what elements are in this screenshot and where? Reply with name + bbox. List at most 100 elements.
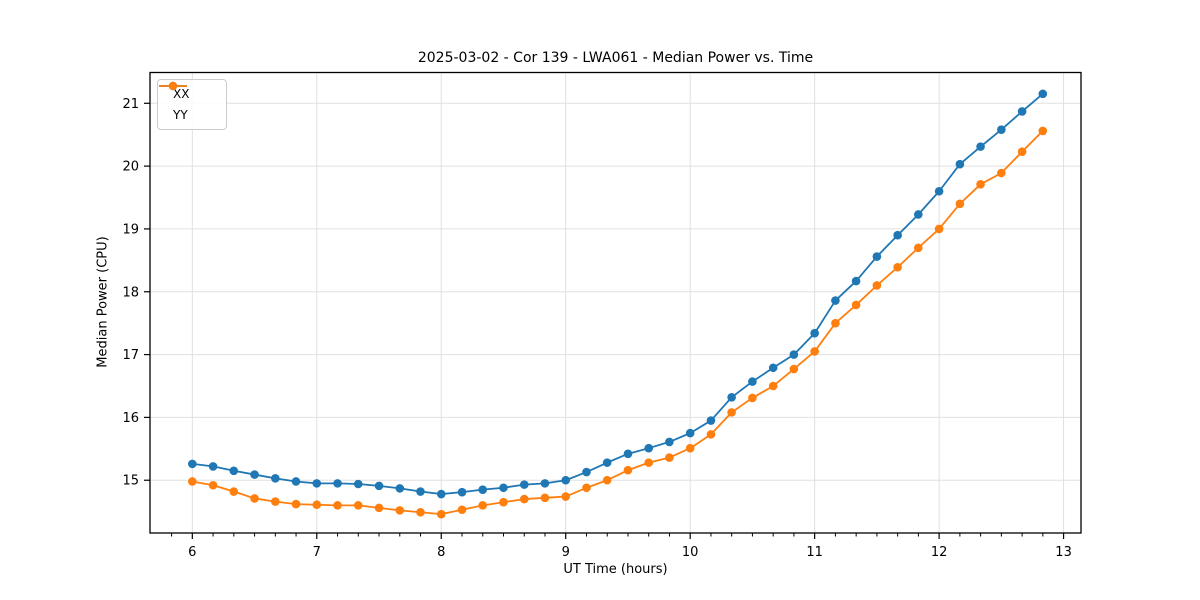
data-point-yy (623, 465, 633, 475)
y-tick-label: 20 (122, 160, 139, 175)
x-tick-label: 13 (1055, 545, 1072, 560)
data-point-xx (519, 480, 529, 489)
data-point-xx (312, 479, 322, 488)
data-point-yy (706, 430, 716, 439)
data-point-yy (519, 494, 529, 504)
data-point-yy (934, 224, 944, 234)
legend-entry-yy: YY (159, 81, 218, 124)
data-point-yy (997, 168, 1006, 178)
data-point-xx (395, 484, 405, 493)
data-point-xx (602, 458, 612, 467)
data-point-xx (623, 449, 633, 459)
data-point-yy (644, 458, 654, 467)
legend-line-sample-yy (159, 81, 187, 91)
data-point-xx (353, 479, 363, 489)
data-point-yy (208, 480, 218, 490)
y-tick-label: 16 (122, 411, 139, 426)
data-point-xx (727, 393, 736, 402)
data-point-xx (208, 462, 218, 471)
x-tick-label: 8 (437, 545, 445, 560)
y-tick-label: 21 (122, 97, 139, 112)
data-point-xx (250, 470, 259, 479)
y-tick-label: 17 (122, 348, 139, 363)
data-point-yy (561, 492, 571, 501)
data-point-xx (665, 437, 674, 447)
series-line-yy (191, 130, 1044, 516)
legend: XX YY (157, 79, 227, 130)
x-tick-label: 12 (931, 545, 948, 560)
data-point-xx (333, 479, 342, 488)
data-point-xx (271, 474, 280, 483)
data-point-yy (374, 503, 384, 513)
data-point-xx (436, 489, 446, 499)
data-point-xx (685, 428, 695, 438)
data-point-xx (291, 477, 301, 486)
data-point-yy (872, 281, 882, 290)
data-point-xx (934, 186, 944, 196)
data-point-yy (312, 500, 322, 510)
data-point-yy (250, 494, 259, 503)
data-point-yy (685, 443, 695, 453)
data-point-yy (665, 453, 674, 462)
data-point-yy (1038, 126, 1048, 136)
data-point-yy (291, 499, 301, 509)
data-point-yy (789, 364, 799, 374)
data-point-yy (976, 180, 985, 189)
data-point-xx (768, 363, 778, 373)
data-point-xx (914, 210, 923, 219)
data-point-yy (395, 506, 405, 515)
data-point-yy (914, 243, 923, 253)
data-point-xx (644, 443, 654, 453)
data-point-xx (188, 459, 197, 469)
x-tick-label: 11 (806, 545, 823, 560)
data-point-xx (706, 416, 716, 425)
data-point-yy (768, 381, 778, 391)
x-tick-label: 9 (562, 545, 570, 560)
x-tick-label: 10 (682, 545, 699, 560)
x-tick-label: 6 (188, 545, 196, 560)
data-point-yy (436, 509, 446, 519)
data-point-yy (748, 393, 757, 403)
data-point-xx (457, 487, 467, 497)
data-point-xx (561, 475, 571, 485)
data-point-xx (540, 479, 550, 488)
data-point-yy (499, 497, 508, 507)
data-point-xx (893, 230, 902, 240)
data-point-xx (997, 125, 1006, 134)
data-point-yy (457, 505, 467, 515)
data-point-xx (955, 159, 965, 169)
data-point-xx (851, 276, 861, 286)
data-point-yy (416, 507, 425, 517)
legend-label-xx: XX (173, 87, 190, 101)
data-point-xx (229, 466, 239, 476)
data-point-xx (374, 481, 384, 491)
y-tick-label: 15 (122, 474, 139, 489)
data-point-yy (602, 475, 612, 485)
data-point-yy (893, 262, 902, 272)
data-point-xx (499, 483, 508, 493)
data-point-xx (872, 252, 882, 261)
data-point-yy (831, 318, 840, 328)
data-point-yy (478, 501, 488, 510)
y-tick-label: 18 (122, 285, 139, 300)
chart-title: 2025-03-02 - Cor 139 - LWA061 - Median P… (417, 50, 814, 66)
data-point-yy (582, 483, 591, 493)
y-axis-label: Median Power (CPU) (95, 236, 111, 368)
data-point-xx (416, 487, 425, 496)
data-point-yy (955, 199, 965, 209)
data-point-xx (810, 328, 819, 338)
data-point-yy (810, 347, 819, 356)
x-axis-label: UT Time (hours) (563, 562, 668, 577)
data-point-yy (540, 493, 550, 503)
data-point-xx (1017, 107, 1027, 116)
data-point-xx (748, 377, 757, 386)
plot-border (149, 71, 1082, 534)
data-point-xx (478, 485, 488, 494)
y-tick-label: 19 (122, 222, 139, 237)
data-point-xx (789, 350, 799, 359)
data-point-yy (1017, 147, 1027, 156)
legend-label-yy: YY (173, 108, 188, 122)
data-point-yy (353, 501, 363, 510)
